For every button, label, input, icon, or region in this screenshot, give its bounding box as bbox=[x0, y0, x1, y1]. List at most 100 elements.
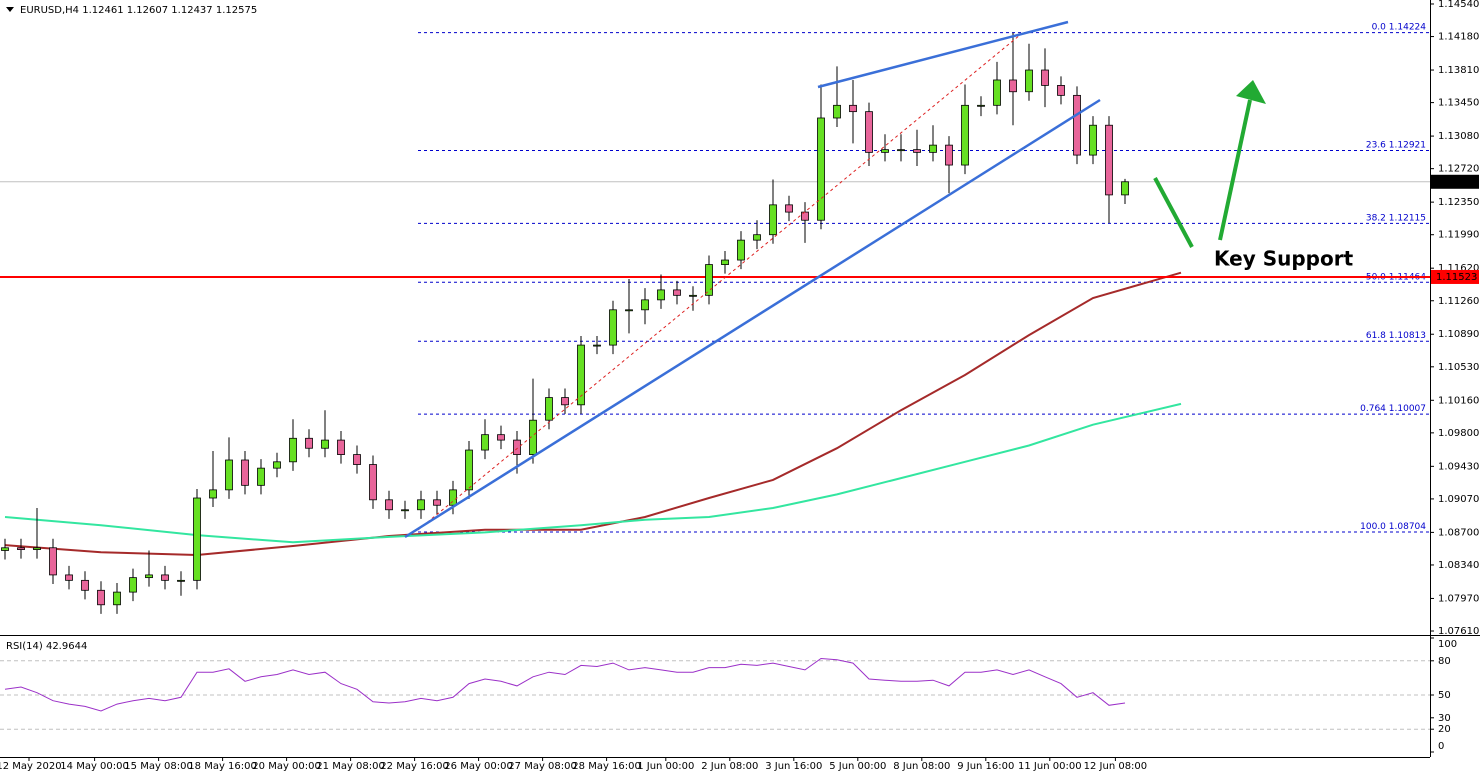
symbol: EURUSD,H4 bbox=[20, 5, 79, 16]
candle-body bbox=[529, 419, 537, 455]
y-tick-label: 1.12720 bbox=[1438, 164, 1479, 175]
candle-body bbox=[273, 461, 281, 469]
x-tick-label: 21 May 08:00 bbox=[316, 761, 385, 772]
candle-body bbox=[465, 449, 473, 491]
x-tick-label: 27 May 08:00 bbox=[508, 761, 577, 772]
candle-body bbox=[433, 499, 441, 506]
fib-level: 23.6 bbox=[1366, 140, 1386, 150]
candle-body bbox=[193, 497, 201, 581]
candle-body bbox=[353, 454, 361, 465]
x-tick-label: 9 Jun 16:00 bbox=[957, 761, 1014, 772]
rsi-y-tick-label: 0 bbox=[1438, 741, 1444, 752]
y-tick-label: 1.13450 bbox=[1438, 98, 1479, 109]
x-tick-label: 12 Jun 08:00 bbox=[1084, 761, 1148, 772]
current-price-label: 1.12575 bbox=[1436, 177, 1477, 188]
candle-body bbox=[289, 437, 297, 463]
x-tick-label: 15 May 08:00 bbox=[124, 761, 193, 772]
current-price-tag bbox=[1431, 174, 1479, 189]
y-tick-label: 1.13810 bbox=[1438, 65, 1479, 76]
candle-body bbox=[961, 104, 969, 166]
candle-body bbox=[1073, 94, 1081, 156]
arrow-head bbox=[1236, 80, 1266, 104]
candle-body bbox=[625, 309, 633, 312]
y-tick-label: 1.09800 bbox=[1438, 428, 1479, 439]
candle-body bbox=[113, 591, 121, 606]
candle-body bbox=[561, 397, 569, 406]
candle-body bbox=[337, 439, 345, 455]
y-tick-label: 1.10530 bbox=[1438, 362, 1479, 373]
candle-body bbox=[545, 397, 553, 421]
fib-trend-line bbox=[417, 34, 1021, 531]
candle-body bbox=[817, 117, 825, 221]
x-tick-label: 14 May 00:00 bbox=[60, 761, 129, 772]
support-tag bbox=[1431, 269, 1479, 284]
candle-body bbox=[97, 589, 105, 606]
chart-header: EURUSD,H4 1.12461 1.12607 1.12437 1.1257… bbox=[20, 5, 257, 16]
y-tick-label: 1.12350 bbox=[1438, 197, 1479, 208]
candle-body bbox=[17, 547, 25, 550]
candle-body bbox=[1105, 124, 1113, 196]
moving-average bbox=[4, 402, 1182, 544]
candle-body bbox=[1025, 69, 1033, 93]
candle-body bbox=[833, 104, 841, 119]
header-close: 1.12575 bbox=[216, 5, 257, 16]
candle-body bbox=[1041, 69, 1049, 86]
candle-body bbox=[641, 299, 649, 311]
rsi-y-tick-label: 30 bbox=[1438, 713, 1451, 724]
y-tick-label: 1.07610 bbox=[1438, 626, 1479, 637]
fib-level-label: 100.0 1.08704 bbox=[1360, 522, 1426, 532]
x-tick-label: 2 Jun 08:00 bbox=[701, 761, 758, 772]
candle-body bbox=[513, 439, 521, 455]
candle-body bbox=[657, 289, 665, 301]
candle-body bbox=[913, 149, 921, 153]
rsi-y-tick-label: 80 bbox=[1438, 656, 1451, 667]
candle-body bbox=[769, 204, 777, 236]
fib-level-label: 38.2 1.12115 bbox=[1366, 213, 1426, 223]
fib-level-label: 23.6 1.12921 bbox=[1366, 140, 1426, 150]
candle-body bbox=[33, 547, 41, 550]
y-tick-label: 1.07970 bbox=[1438, 593, 1479, 604]
y-tick-label: 1.14180 bbox=[1438, 32, 1479, 43]
candle-body bbox=[945, 144, 953, 166]
candle-body bbox=[1057, 85, 1065, 96]
x-tick-label: 1 Jun 00:00 bbox=[637, 761, 694, 772]
candle-body bbox=[881, 149, 889, 153]
fib-price: 1.10813 bbox=[1389, 331, 1426, 341]
annotation: Key Support bbox=[1214, 247, 1354, 271]
candle-body bbox=[609, 309, 617, 346]
candle-body bbox=[753, 234, 761, 241]
fib-price: 1.14224 bbox=[1389, 22, 1426, 32]
candle-body bbox=[241, 459, 249, 486]
x-tick-label: 8 Jun 08:00 bbox=[893, 761, 950, 772]
arrow-up bbox=[1218, 99, 1252, 241]
candle-body bbox=[81, 579, 89, 591]
candle-body bbox=[689, 294, 697, 297]
candle-body bbox=[305, 437, 313, 449]
fib-level: 0.764 bbox=[1360, 404, 1386, 414]
candle-body bbox=[225, 459, 233, 491]
candle-body bbox=[417, 499, 425, 511]
candle-body bbox=[705, 264, 713, 296]
header-open: 1.12461 bbox=[82, 5, 123, 16]
header-arrow bbox=[6, 7, 14, 12]
candle-body bbox=[929, 144, 937, 153]
candle-body bbox=[401, 509, 409, 512]
candle-body bbox=[497, 434, 505, 441]
rsi-y-tick-label: 50 bbox=[1438, 690, 1451, 701]
candle-body bbox=[449, 489, 457, 506]
x-tick-label: 3 Jun 16:00 bbox=[765, 761, 822, 772]
candle-body bbox=[785, 204, 793, 213]
x-tick-label: 20 May 00:00 bbox=[252, 761, 321, 772]
candle-body bbox=[65, 574, 73, 581]
y-tick-label: 1.08340 bbox=[1438, 560, 1479, 571]
candle-body bbox=[481, 434, 489, 451]
candle-body bbox=[577, 344, 585, 406]
rsi-y-tick-label: 20 bbox=[1438, 724, 1451, 735]
candle-body bbox=[977, 104, 985, 107]
candle-body bbox=[897, 149, 905, 152]
candle-body bbox=[145, 574, 153, 579]
candle-body bbox=[721, 259, 729, 265]
candle-body bbox=[369, 464, 377, 501]
